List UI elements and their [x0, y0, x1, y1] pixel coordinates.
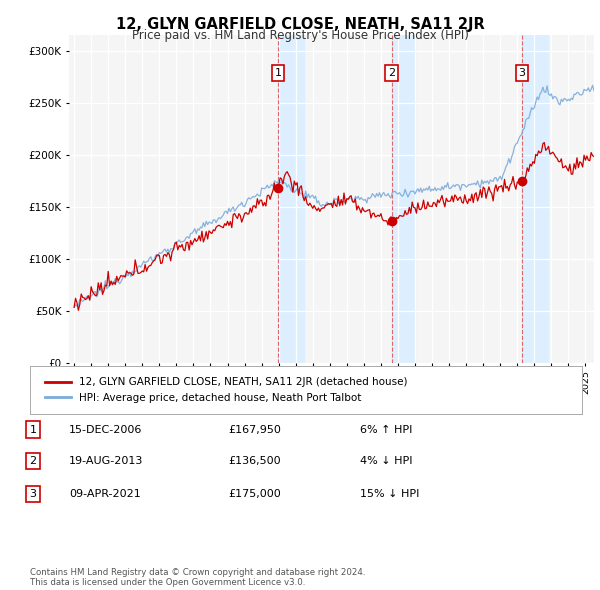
Text: £136,500: £136,500	[228, 457, 281, 466]
Bar	[522, 35, 548, 363]
Text: £167,950: £167,950	[228, 425, 281, 434]
Legend: 12, GLYN GARFIELD CLOSE, NEATH, SA11 2JR (detached house), HPI: Average price, d: 12, GLYN GARFIELD CLOSE, NEATH, SA11 2JR…	[41, 373, 412, 407]
Text: 4% ↓ HPI: 4% ↓ HPI	[360, 457, 413, 466]
Text: 15% ↓ HPI: 15% ↓ HPI	[360, 489, 419, 499]
Text: 1: 1	[29, 425, 37, 434]
Text: 15-DEC-2006: 15-DEC-2006	[69, 425, 142, 434]
Text: 3: 3	[29, 489, 37, 499]
Bar	[278, 35, 304, 363]
Text: 1: 1	[274, 68, 281, 78]
Text: 2: 2	[388, 68, 395, 78]
Text: 3: 3	[518, 68, 526, 78]
Text: Price paid vs. HM Land Registry's House Price Index (HPI): Price paid vs. HM Land Registry's House …	[131, 30, 469, 42]
Text: 19-AUG-2013: 19-AUG-2013	[69, 457, 143, 466]
Bar	[392, 35, 415, 363]
Text: 2: 2	[29, 457, 37, 466]
Text: Contains HM Land Registry data © Crown copyright and database right 2024.
This d: Contains HM Land Registry data © Crown c…	[30, 568, 365, 587]
Text: 12, GLYN GARFIELD CLOSE, NEATH, SA11 2JR: 12, GLYN GARFIELD CLOSE, NEATH, SA11 2JR	[116, 17, 484, 31]
Text: 6% ↑ HPI: 6% ↑ HPI	[360, 425, 412, 434]
Text: £175,000: £175,000	[228, 489, 281, 499]
Text: 09-APR-2021: 09-APR-2021	[69, 489, 141, 499]
